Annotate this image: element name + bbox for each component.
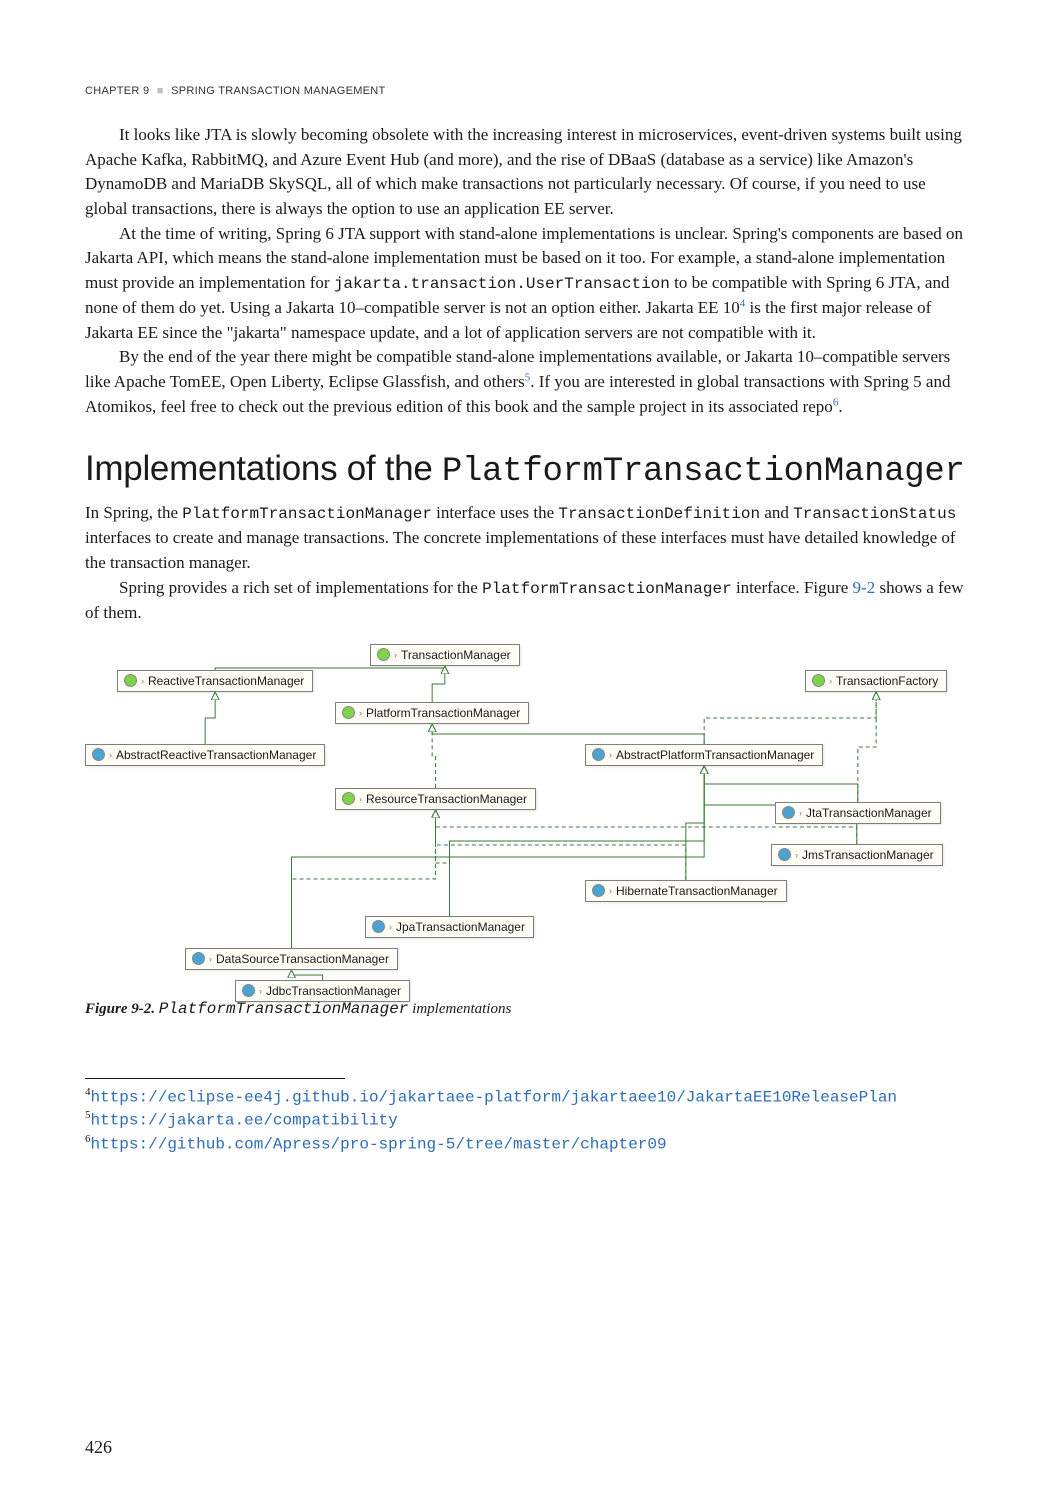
- uml-node-tm: › TransactionManager: [370, 644, 520, 666]
- expand-icon: ›: [795, 850, 798, 860]
- expand-icon: ›: [359, 794, 362, 804]
- p4b: interface uses the: [432, 503, 559, 522]
- para-3-c: .: [838, 397, 842, 416]
- expand-icon: ›: [394, 650, 397, 660]
- class-icon: [592, 748, 605, 761]
- class-icon: [592, 884, 605, 897]
- interface-icon: [124, 674, 137, 687]
- figure-caption-label: Figure 9-2.: [85, 1001, 155, 1017]
- uml-node-rtm: › ReactiveTransactionManager: [117, 670, 313, 692]
- para-4: In Spring, the PlatformTransactionManage…: [85, 501, 965, 575]
- section-heading-text: Implementations of the: [85, 449, 442, 488]
- para-3: By the end of the year there might be co…: [85, 345, 965, 419]
- uml-node-ds: › DataSourceTransactionManager: [185, 948, 398, 970]
- footnote-6-link[interactable]: https://github.com/Apress/pro-spring-5/t…: [91, 1136, 667, 1154]
- footnotes-separator: [85, 1078, 345, 1079]
- p5m1: PlatformTransactionManager: [482, 580, 732, 598]
- running-header: CHAPTER 9 ■ SPRING TRANSACTION MANAGEMEN…: [85, 85, 965, 97]
- uml-node-label: JpaTransactionManager: [396, 920, 525, 934]
- interface-icon: [342, 792, 355, 805]
- uml-node-jpa: › JpaTransactionManager: [365, 916, 534, 938]
- expand-icon: ›: [609, 886, 612, 896]
- uml-node-res: › ResourceTransactionManager: [335, 788, 536, 810]
- uml-node-label: HibernateTransactionManager: [616, 884, 778, 898]
- footnote-5: 5https://jakarta.ee/compatibility: [85, 1108, 965, 1132]
- class-icon: [242, 984, 255, 997]
- uml-node-aptm: › AbstractPlatformTransactionManager: [585, 744, 823, 766]
- chapter-label: CHAPTER 9: [85, 85, 149, 97]
- uml-node-label: ReactiveTransactionManager: [148, 674, 304, 688]
- p4m2: TransactionDefinition: [558, 505, 760, 523]
- p5a: Spring provides a rich set of implementa…: [119, 578, 482, 597]
- para-2-code: jakarta.transaction.UserTransaction: [334, 275, 670, 293]
- uml-node-artm: › AbstractReactiveTransactionManager: [85, 744, 325, 766]
- figure-9-2: › TransactionManager › ReactiveTransactionM…: [85, 640, 965, 1018]
- interface-icon: [812, 674, 825, 687]
- para-1-text: It looks like JTA is slowly becoming obs…: [85, 125, 962, 218]
- section-heading-mono: PlatformTransactionManager: [442, 453, 965, 491]
- expand-icon: ›: [799, 808, 802, 818]
- uml-node-label: PlatformTransactionManager: [366, 706, 520, 720]
- expand-icon: ›: [259, 986, 262, 996]
- class-icon: [192, 952, 205, 965]
- uml-node-label: JmsTransactionManager: [802, 848, 934, 862]
- para-1: It looks like JTA is slowly becoming obs…: [85, 123, 965, 222]
- uml-node-label: AbstractPlatformTransactionManager: [616, 748, 814, 762]
- p4d: interfaces to create and manage transact…: [85, 528, 956, 572]
- uml-node-label: AbstractReactiveTransactionManager: [116, 748, 316, 762]
- class-diagram: › TransactionManager › ReactiveTransactionM…: [85, 640, 965, 990]
- figure-ref-link[interactable]: 9-2: [853, 578, 876, 597]
- footnote-5-link[interactable]: https://jakarta.ee/compatibility: [91, 1112, 398, 1130]
- para-2: At the time of writing, Spring 6 JTA sup…: [85, 222, 965, 346]
- uml-node-jms: › JmsTransactionManager: [771, 844, 943, 866]
- page-number: 426: [85, 1437, 112, 1458]
- uml-node-hib: › HibernateTransactionManager: [585, 880, 787, 902]
- footnote-4: 4https://eclipse-ee4j.github.io/jakartae…: [85, 1085, 965, 1109]
- footnote-6: 6https://github.com/Apress/pro-spring-5/…: [85, 1132, 965, 1156]
- separator-icon: ■: [157, 85, 164, 97]
- class-icon: [372, 920, 385, 933]
- class-icon: [92, 748, 105, 761]
- section-heading: Implementations of the PlatformTransacti…: [85, 449, 965, 491]
- figure-caption: Figure 9-2. PlatformTransactionManager i…: [85, 1000, 965, 1018]
- figure-caption-mono: PlatformTransactionManager: [159, 1000, 409, 1018]
- uml-node-label: JtaTransactionManager: [806, 806, 932, 820]
- chapter-title: SPRING TRANSACTION MANAGEMENT: [171, 85, 385, 97]
- interface-icon: [342, 706, 355, 719]
- expand-icon: ›: [141, 676, 144, 686]
- p5b: interface. Figure: [732, 578, 853, 597]
- uml-node-label: TransactionManager: [401, 648, 511, 662]
- uml-node-ptm: › PlatformTransactionManager: [335, 702, 529, 724]
- figure-caption-rest: implementations: [408, 1001, 511, 1017]
- expand-icon: ›: [359, 708, 362, 718]
- para-5: Spring provides a rich set of implementa…: [85, 576, 965, 626]
- expand-icon: ›: [609, 750, 612, 760]
- interface-icon: [377, 648, 390, 661]
- expand-icon: ›: [389, 922, 392, 932]
- expand-icon: ›: [109, 750, 112, 760]
- expand-icon: ›: [829, 676, 832, 686]
- uml-node-tf: › TransactionFactory: [805, 670, 947, 692]
- p4c: and: [760, 503, 793, 522]
- p4a: In Spring, the: [85, 503, 182, 522]
- uml-node-label: DataSourceTransactionManager: [216, 952, 389, 966]
- class-icon: [782, 806, 795, 819]
- uml-node-label: ResourceTransactionManager: [366, 792, 527, 806]
- uml-node-label: JdbcTransactionManager: [266, 984, 401, 998]
- p4m3: TransactionStatus: [793, 505, 956, 523]
- class-icon: [778, 848, 791, 861]
- expand-icon: ›: [209, 954, 212, 964]
- uml-node-label: TransactionFactory: [836, 674, 938, 688]
- uml-node-jta: › JtaTransactionManager: [775, 802, 941, 824]
- footnote-4-link[interactable]: https://eclipse-ee4j.github.io/jakartaee…: [91, 1088, 898, 1106]
- p4m1: PlatformTransactionManager: [182, 505, 432, 523]
- uml-node-jdbc: › JdbcTransactionManager: [235, 980, 410, 1002]
